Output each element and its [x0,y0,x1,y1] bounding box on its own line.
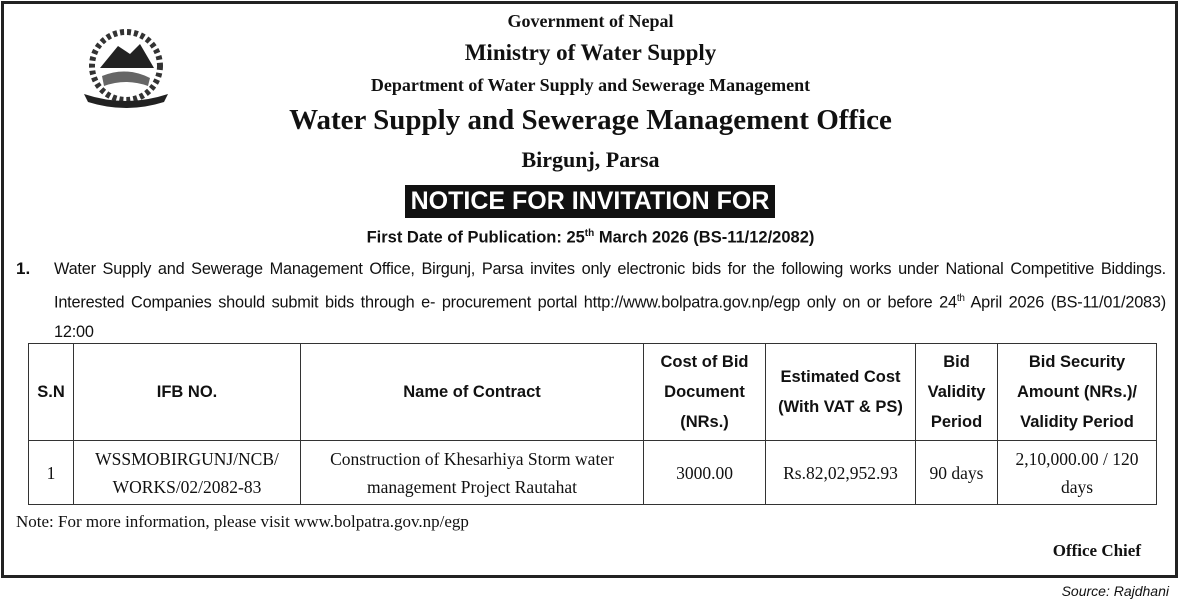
table-row: 1 WSSMOBIRGUNJ/NCB/ WORKS/02/2082-83 Con… [28,440,1157,505]
paragraph-sup: th [956,293,965,304]
header-validity: Bid Validity Period [915,343,998,441]
table-header-row: S.N IFB NO. Name of Contract Cost of Bid… [28,343,1157,441]
cell-ifb: WSSMOBIRGUNJ/NCB/ WORKS/02/2082-83 [73,440,301,505]
cell-validity: 90 days [915,440,998,505]
cell-cost: 3000.00 [643,440,766,505]
notice-title: NOTICE FOR INVITATION FOR [405,185,775,218]
footer-note: Note: For more information, please visit… [16,512,469,531]
location: Birgunj, Parsa [521,147,660,172]
signatory: Office Chief [1052,541,1141,560]
cell-security: 2,10,000.00 / 120 days [997,440,1157,505]
department-line: Department of Water Supply and Sewerage … [370,75,811,95]
nepal-emblem-icon [84,29,168,108]
cell-contract: Construction of Khesarhiya Storm water m… [300,440,644,505]
header-estimate: Estimated Cost (With VAT & PS) [765,343,916,441]
header-contract: Name of Contract [300,343,644,441]
cell-estimate: Rs.82,02,952.93 [765,440,916,505]
paragraph-text-end: April 2026 (BS-11/01/2083) 12:00 [54,293,1166,342]
publication-text-end: March 2026 (BS-11/12/2082) [594,228,815,247]
ministry-line: Ministry of Water Supply [464,40,717,65]
publication-text: First Date of Publication: 25 [366,228,585,247]
office-title: Water Supply and Sewerage Management Off… [289,104,892,136]
publication-sup: th [584,228,595,239]
publication-date: First Date of Publication: 25th March 20… [0,228,1181,248]
cell-sn: 1 [28,440,74,505]
header-security: Bid Security Amount (NRs.)/ Validity Per… [997,343,1157,441]
source-credit: Source: Rajdhani [1061,583,1169,599]
header-cost: Cost of Bid Document (NRs.) [643,343,766,441]
header-ifb: IFB NO. [73,343,301,441]
bid-table: S.N IFB NO. Name of Contract Cost of Bid… [28,343,1157,505]
paragraph-text: Water Supply and Sewerage Management Off… [54,260,1166,312]
invitation-paragraph: Water Supply and Sewerage Management Off… [54,254,1166,347]
header-sn: S.N [28,343,74,441]
government-line: Government of Nepal [507,11,674,31]
item-number: 1. [16,259,31,278]
notice-frame [1,1,1178,578]
